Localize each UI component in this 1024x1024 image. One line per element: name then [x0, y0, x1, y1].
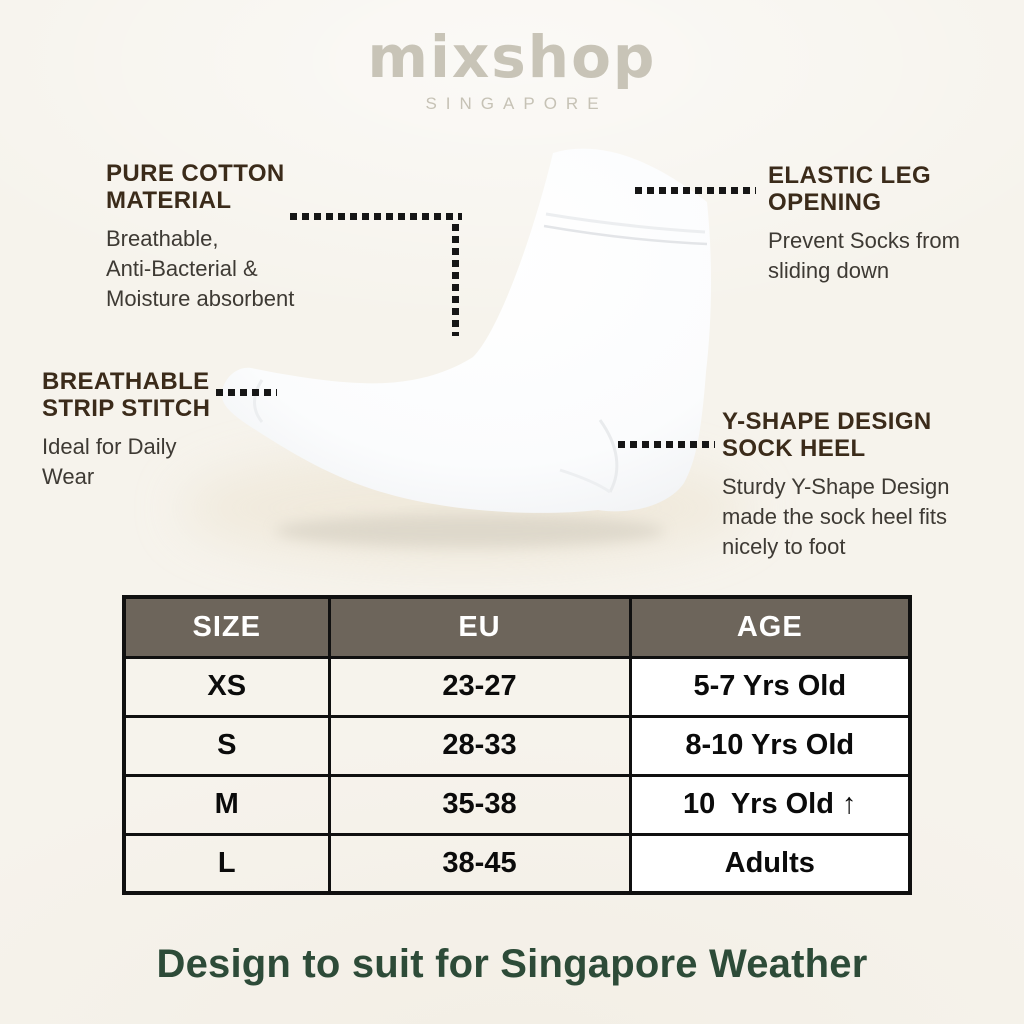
table-row: S 28-33 8-10 Yrs Old: [122, 714, 912, 777]
logo-wordmark: mixshop: [367, 23, 657, 91]
age-cell: Adults: [628, 832, 912, 895]
callout-body: Prevent Socks from sliding down: [768, 228, 960, 283]
age-cell: 10 Yrs Old ↑: [628, 773, 912, 836]
table-row: L 38-45 Adults: [122, 832, 912, 895]
callout-body: Ideal for Daily Wear: [42, 434, 177, 489]
callout-title: ELASTIC LEG OPENING: [768, 162, 932, 216]
eu-cell: 35-38: [327, 773, 632, 836]
callout-y-shape-heel: Y-SHAPE DESIGN SOCK HEEL Sturdy Y-Shape …: [722, 408, 1014, 562]
brand-logo: mixshop SINGAPORE: [0, 28, 1024, 114]
callout-elastic-leg: ELASTIC LEG OPENING Prevent Socks from s…: [768, 162, 1008, 286]
table-row: XS 23-27 5-7 Yrs Old: [122, 655, 912, 718]
leader-line-breathable-strip: [216, 389, 277, 396]
size-cell: M: [122, 773, 331, 836]
sock-shadow: [275, 514, 665, 548]
age-cell: 8-10 Yrs Old: [628, 714, 912, 777]
callout-title: PURE COTTON MATERIAL: [106, 160, 285, 214]
size-cell: XS: [122, 655, 331, 718]
size-cell: S: [122, 714, 331, 777]
callout-title: Y-SHAPE DESIGN SOCK HEEL: [722, 408, 932, 462]
table-header-row: SIZE EU AGE: [122, 595, 912, 659]
age-header-cell: AGE: [628, 595, 912, 659]
cuff-seam-lower: [543, 224, 708, 246]
callout-pure-cotton: PURE COTTON MATERIAL Breathable, Anti-Ba…: [106, 160, 376, 314]
callout-breathable-strip: BREATHABLE STRIP STITCH Ideal for Daily …: [42, 368, 272, 492]
table-row: M 35-38 10 Yrs Old ↑: [122, 773, 912, 836]
heel-crease-2: [559, 468, 611, 494]
leader-line-y-shape: [618, 441, 715, 448]
leader-line-elastic-leg: [635, 187, 756, 194]
age-cell: 5-7 Yrs Old: [628, 655, 912, 718]
cuff-seam: [545, 212, 706, 234]
footer-tagline: Design to suit for Singapore Weather: [156, 942, 868, 986]
eu-cell: 38-45: [327, 832, 632, 895]
eu-cell: 23-27: [327, 655, 632, 718]
size-cell: L: [122, 832, 331, 895]
heel-crease: [598, 419, 619, 493]
callout-body: Breathable, Anti-Bacterial & Moisture ab…: [106, 226, 295, 311]
callout-body: Sturdy Y-Shape Design made the sock heel…: [722, 474, 950, 559]
size-chart-table: SIZE EU AGE XS 23-27 5-7 Yrs Old S 28-33…: [122, 595, 912, 895]
eu-cell: 28-33: [327, 714, 632, 777]
callout-title: BREATHABLE STRIP STITCH: [42, 368, 211, 422]
leader-line-pure-cotton-horizontal: [290, 213, 462, 220]
size-header-cell: SIZE: [122, 595, 331, 659]
eu-header-cell: EU: [327, 595, 632, 659]
logo-subtitle: SINGAPORE: [425, 94, 608, 113]
leader-line-pure-cotton-vertical: [452, 224, 459, 336]
